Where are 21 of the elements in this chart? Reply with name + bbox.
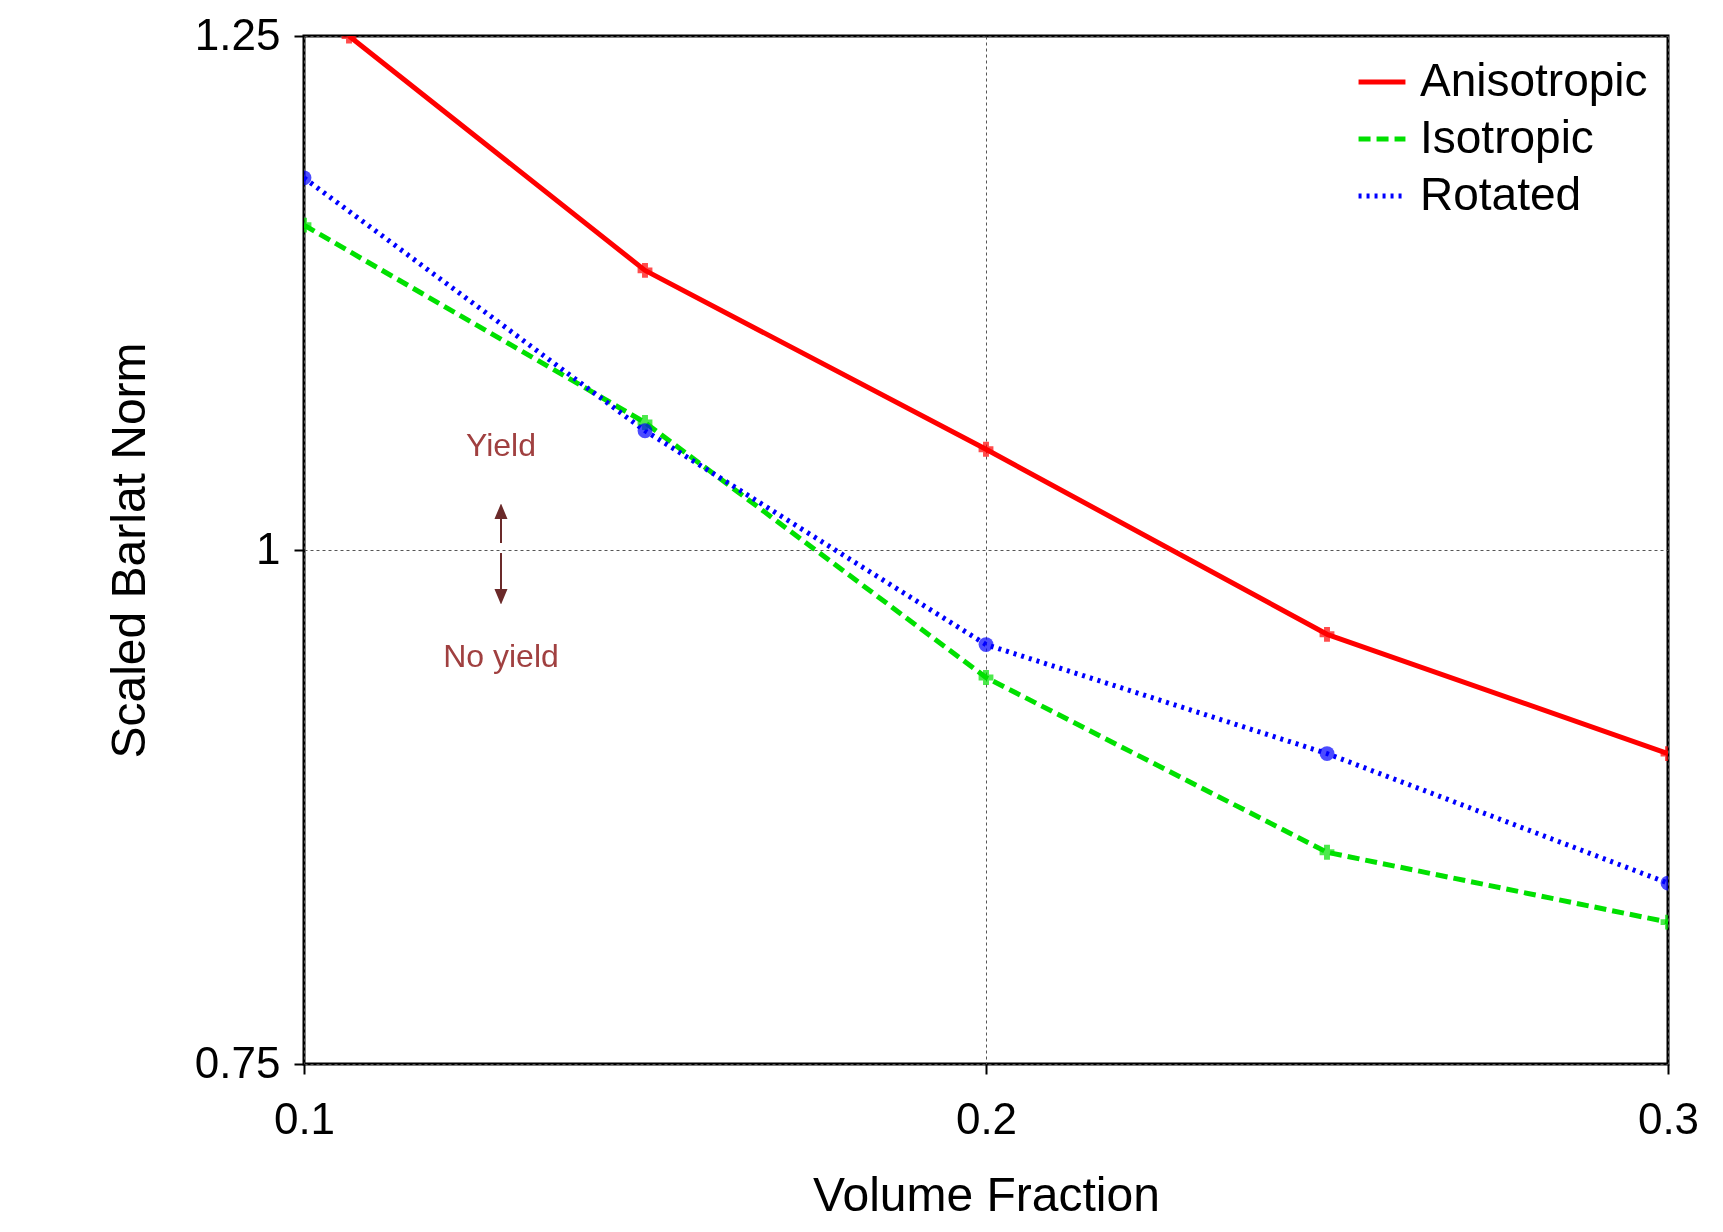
point (637, 262, 653, 278)
x-axis-title: Volume Fraction (813, 1167, 1160, 1221)
point (978, 670, 994, 685)
point (1319, 746, 1335, 761)
annotation: Yield (466, 427, 536, 463)
x-tick-label: 0.1 (273, 1093, 336, 1143)
legend-label: Anisotropic (1420, 54, 1648, 106)
point (637, 423, 653, 439)
y-tick-label: 1.25 (194, 9, 281, 59)
y-tick-label: 1 (256, 523, 281, 573)
legend-label: Isotropic (1420, 111, 1594, 163)
annotation: No yield (443, 638, 559, 674)
legend-label: Rotated (1420, 168, 1582, 220)
x-tick-label: 0.2 (955, 1093, 1018, 1143)
y-axis-title: Scaled Barlat Norm (101, 342, 155, 759)
y-tick-label: 0.75 (194, 1037, 281, 1087)
point (978, 637, 994, 652)
point (978, 441, 994, 457)
point (1319, 626, 1335, 642)
x-tick-label: 0.3 (1637, 1093, 1700, 1143)
point (1319, 844, 1335, 860)
